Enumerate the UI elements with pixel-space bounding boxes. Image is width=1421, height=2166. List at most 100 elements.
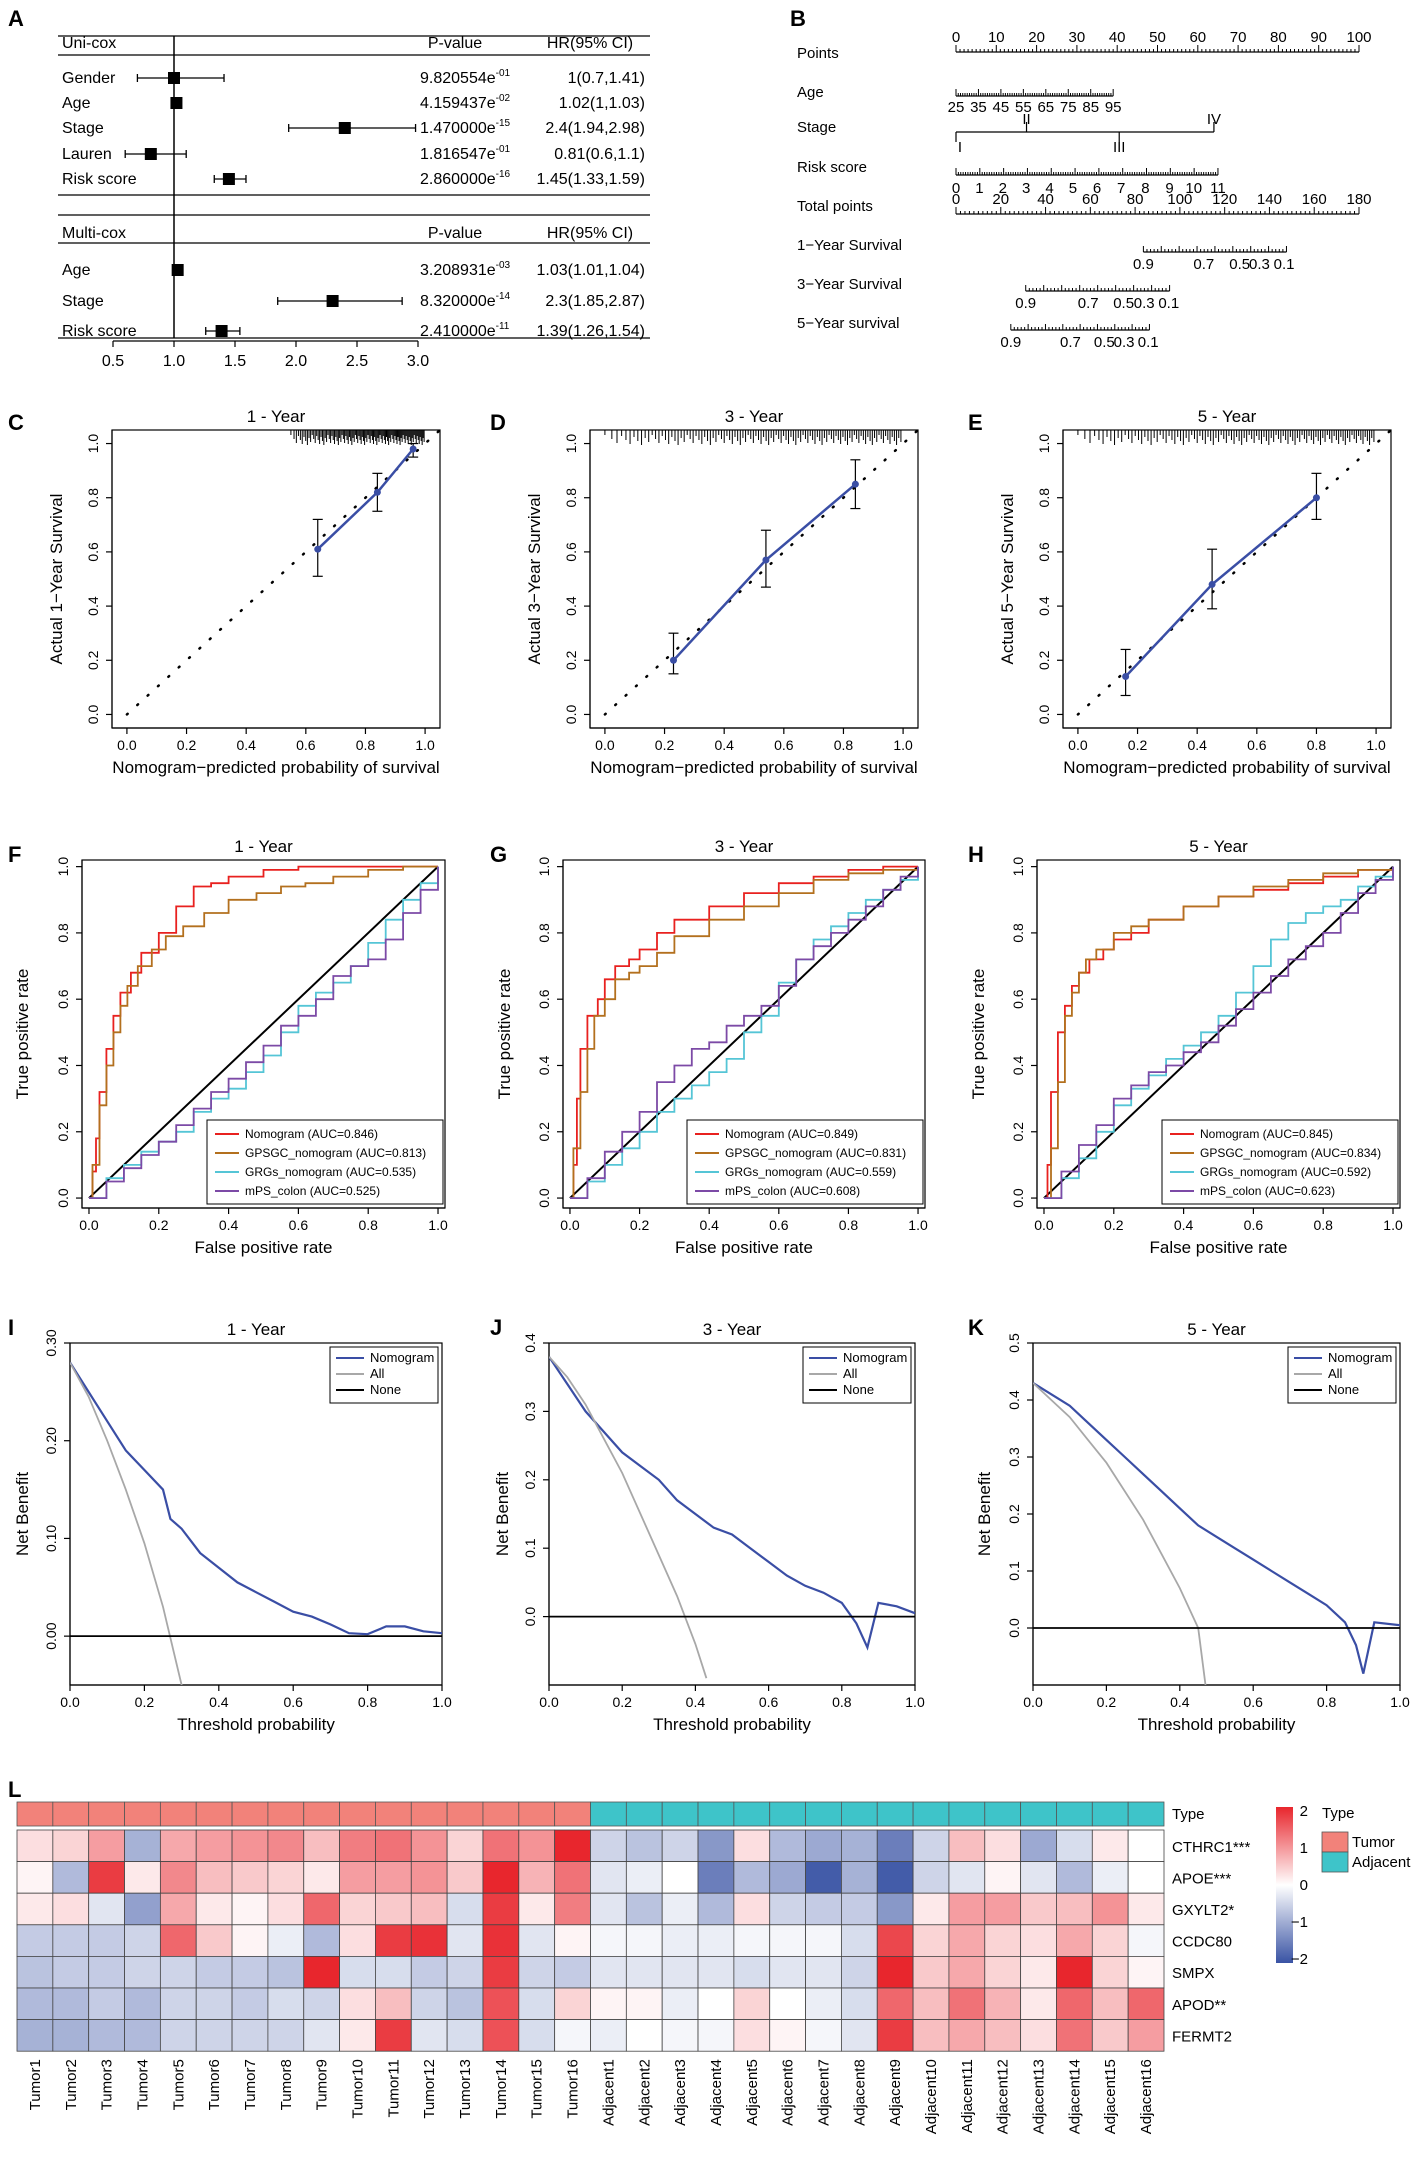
annotation-cell bbox=[1127, 1801, 1165, 1827]
y-tick-label: 0.0 bbox=[1010, 1188, 1026, 1208]
calibration-chart-e: 0.0 0.2 0.4 0.6 0.8 1.0 0.0 0.2 0.4 0.6 0.8 1.0 5 - … bbox=[998, 407, 1393, 777]
legend-label: GPSGC_nomogram (AUC=0.831) bbox=[725, 1146, 906, 1160]
legend-label: GRGs_nomogram (AUC=0.592) bbox=[1200, 1165, 1371, 1179]
y-tick-label: 0.4 bbox=[563, 596, 579, 616]
chart-title: 1 - Year bbox=[227, 1320, 286, 1339]
heatmap-cell bbox=[876, 1892, 914, 1926]
nomogram-tick-label: 65 bbox=[1037, 99, 1054, 116]
heatmap-cell bbox=[1127, 1956, 1165, 1989]
x-tick-label: 0.0 bbox=[539, 1694, 559, 1710]
heatmap-cell bbox=[375, 1924, 412, 1957]
x-axis-label: Nomogram−predicted probability of surviv… bbox=[1063, 758, 1390, 777]
legend: Nomogram (AUC=0.846) GPSGC_nomogram (AUC=… bbox=[206, 1119, 444, 1205]
x-tick-label: 0.2 bbox=[1104, 1217, 1124, 1233]
x-tick-label: 0.4 bbox=[1174, 1217, 1194, 1233]
nomogram-row-label: Risk score bbox=[797, 159, 867, 176]
nomogram-tick-label: 0.9 bbox=[1000, 334, 1021, 351]
heatmap-cell bbox=[52, 2019, 90, 2052]
x-tick-label: 0.4 bbox=[1170, 1694, 1190, 1710]
annotation-cell bbox=[410, 1801, 448, 1827]
heatmap-cell bbox=[1020, 1987, 1057, 2021]
x-tick-label: 0.4 bbox=[1187, 737, 1207, 753]
heatmap-cell bbox=[805, 1956, 842, 1989]
heatmap-cell bbox=[554, 1956, 591, 1989]
row-label: Lauren bbox=[62, 146, 112, 163]
nomogram-row-label: 1−Year Survival bbox=[797, 237, 902, 254]
heatmap-cell bbox=[912, 1829, 950, 1863]
heatmap-cell bbox=[912, 1956, 950, 1989]
nomogram-tick-label: 0.9 bbox=[1133, 256, 1154, 273]
pvalue: 1.470000e-15 bbox=[420, 118, 511, 137]
nomogram-tick-label: 5 bbox=[1069, 180, 1077, 197]
heatmap-cell bbox=[482, 2019, 520, 2052]
x-tick-label: 0.6 bbox=[769, 1217, 789, 1233]
x-tick-label: 1.5 bbox=[224, 353, 246, 370]
heatmap-cell bbox=[159, 1861, 197, 1894]
dca-chart-i: 0.0 0.2 0.4 0.6 0.8 1.0 0.00 0.10 0.20 0.30 1 - Ye… bbox=[13, 1320, 452, 1734]
x-tick-label: 1.0 bbox=[905, 1694, 925, 1710]
heatmap-cell bbox=[1020, 1829, 1057, 1863]
heatmap-cell bbox=[518, 1924, 556, 1957]
column-label: Tumor16 bbox=[565, 2059, 582, 2118]
heatmap-cell bbox=[554, 1924, 591, 1957]
heatmap-cell bbox=[876, 1829, 914, 1863]
heatmap-cell bbox=[805, 2019, 842, 2052]
annotation-cell bbox=[375, 1801, 412, 1827]
heatmap-cell bbox=[661, 1861, 699, 1894]
x-axis-label: Nomogram−predicted probability of surviv… bbox=[590, 758, 917, 777]
row-label: Risk score bbox=[62, 323, 137, 340]
y-tick-label: 0.2 bbox=[1010, 1122, 1026, 1142]
y-tick-label: 0.5 bbox=[1006, 1333, 1022, 1353]
column-label: Tumor9 bbox=[314, 2059, 331, 2110]
heatmap-cell bbox=[948, 1892, 986, 1926]
panel-letter-k: K bbox=[968, 1315, 984, 1340]
x-tick-label: 2.0 bbox=[285, 353, 307, 370]
hr-header: HR(95% CI) bbox=[547, 35, 633, 52]
row-label: APOE*** bbox=[1172, 1870, 1231, 1887]
heatmap-cell bbox=[339, 1861, 376, 1894]
legend-swatch bbox=[1321, 1851, 1349, 1873]
annotation-cell bbox=[948, 1801, 986, 1827]
heatmap-cell bbox=[590, 1924, 627, 1957]
heatmap-cell bbox=[697, 1892, 735, 1926]
section-title: Uni-cox bbox=[62, 35, 116, 52]
column-label: Adjacent14 bbox=[1066, 2059, 1083, 2134]
heatmap: Type CTHRC1*** APOE*** GXYLT2* CCDC80 SMPX APO… bbox=[16, 1801, 1411, 2134]
panel-letter-f: F bbox=[8, 842, 21, 867]
calibration-point bbox=[1122, 673, 1130, 681]
heatmap-cell bbox=[590, 1987, 627, 2021]
y-tick-label: 0.8 bbox=[536, 923, 552, 943]
heatmap-cell bbox=[195, 1956, 233, 1989]
nomogram-row-label: Age bbox=[797, 84, 824, 101]
heatmap-cell bbox=[339, 1956, 376, 1989]
heatmap-cell bbox=[303, 1861, 340, 1894]
pvalue-exponent: -11 bbox=[496, 321, 510, 332]
heatmap-cell bbox=[1091, 2019, 1129, 2052]
heatmap-cell bbox=[841, 1924, 878, 1957]
heatmap-cell bbox=[339, 1892, 376, 1926]
heatmap-cell bbox=[554, 1892, 591, 1926]
hr-point bbox=[215, 325, 228, 337]
y-tick-label: 0.2 bbox=[85, 650, 101, 670]
x-tick-label: 0.2 bbox=[655, 737, 675, 753]
y-axis-label: Net Benefit bbox=[13, 1472, 32, 1556]
calibration-point bbox=[669, 656, 677, 664]
heatmap-cell bbox=[410, 2019, 448, 2052]
x-tick-label: 0.6 bbox=[774, 737, 794, 753]
heatmap-cell bbox=[625, 1861, 663, 1894]
heatmap-cell bbox=[52, 1892, 90, 1926]
panel-letter-d: D bbox=[490, 410, 506, 435]
row-label: Risk score bbox=[62, 171, 137, 188]
nomogram-tick-label: 0 bbox=[952, 191, 960, 208]
heatmap-cell bbox=[339, 1829, 376, 1863]
nomogram-tick-label: 50 bbox=[1149, 29, 1166, 46]
y-tick-label: 0.1 bbox=[1006, 1561, 1022, 1581]
color-scale-label: 0 bbox=[1300, 1877, 1308, 1894]
legend-label: All bbox=[1328, 1366, 1343, 1381]
heatmap-cell bbox=[948, 1924, 986, 1957]
nomogram-row: Points 0 10 20 30 40 50 60 70 80 90 100 bbox=[797, 29, 1372, 62]
heatmap-cell bbox=[733, 2019, 771, 2052]
roc-chart-g: 0.0 0.2 0.4 0.6 0.8 1.0 0.0 0.2 0.4 0.6 0.8 1.0 3 - … bbox=[495, 837, 928, 1257]
